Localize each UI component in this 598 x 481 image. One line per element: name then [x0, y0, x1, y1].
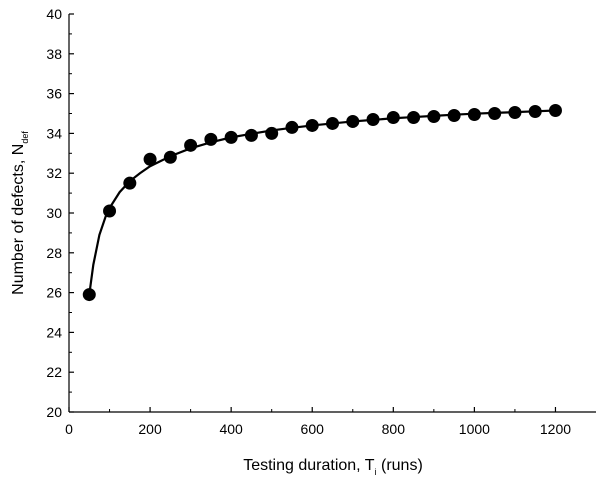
- y-axis-title-subscript: def: [20, 131, 30, 144]
- y-tick-label: 26: [46, 285, 62, 301]
- data-point: [204, 132, 218, 146]
- x-tick-label: 1000: [459, 421, 490, 437]
- data-point: [548, 104, 562, 118]
- data-point: [184, 138, 198, 152]
- x-tick-label: 600: [301, 421, 325, 437]
- x-axis-title-main: Testing duration, T: [243, 457, 375, 474]
- y-tick-label: 24: [46, 324, 62, 340]
- data-point: [103, 204, 117, 218]
- data-point: [447, 108, 461, 122]
- x-tick-label: 400: [219, 421, 243, 437]
- data-point: [285, 120, 299, 134]
- data-point: [366, 112, 380, 126]
- data-point: [244, 128, 258, 142]
- data-point: [123, 176, 137, 190]
- y-tick-label: 40: [46, 6, 62, 22]
- y-tick-label: 20: [46, 404, 62, 420]
- x-tick-label: 0: [65, 421, 73, 437]
- x-tick-label: 800: [382, 421, 406, 437]
- data-point: [488, 107, 502, 120]
- y-tick-label: 30: [46, 205, 62, 221]
- data-point: [143, 152, 157, 166]
- y-tick-label: 22: [46, 364, 62, 380]
- data-point: [224, 130, 238, 144]
- y-tick-label: 28: [46, 245, 62, 261]
- data-point: [407, 110, 421, 124]
- x-axis-title-subscript: i: [375, 467, 377, 477]
- data-points: [82, 104, 562, 302]
- y-tick-label: 34: [46, 125, 62, 141]
- data-point: [305, 118, 319, 132]
- data-point: [467, 107, 481, 121]
- y-ticks: 20 22 24 26 28 30 32 34 36 38 40: [46, 6, 74, 420]
- data-point: [528, 105, 542, 119]
- data-point: [386, 110, 400, 124]
- x-tick-label: 1200: [540, 421, 571, 437]
- data-point: [163, 150, 177, 164]
- x-axis-title-suffix: (runs): [377, 457, 423, 474]
- y-axis-title-main: Number of defects, N: [10, 144, 27, 295]
- data-point: [427, 109, 441, 123]
- data-point: [265, 126, 279, 140]
- fit-curve: [88, 109, 556, 295]
- x-tick-label: 200: [138, 421, 162, 437]
- data-point: [326, 116, 339, 130]
- data-point: [82, 288, 96, 302]
- plot-frame: [68, 14, 596, 413]
- y-tick-label: 32: [46, 165, 62, 181]
- y-axis-title: Number of defects, Ndef: [10, 131, 30, 295]
- x-axis-title: Testing duration, Ti (runs): [243, 457, 423, 477]
- x-ticks: 0 200 400 600 800 1000 1200: [65, 407, 571, 437]
- y-tick-label: 38: [46, 46, 62, 62]
- y-tick-label: 36: [46, 86, 62, 102]
- data-point: [508, 106, 522, 120]
- data-point: [346, 114, 360, 128]
